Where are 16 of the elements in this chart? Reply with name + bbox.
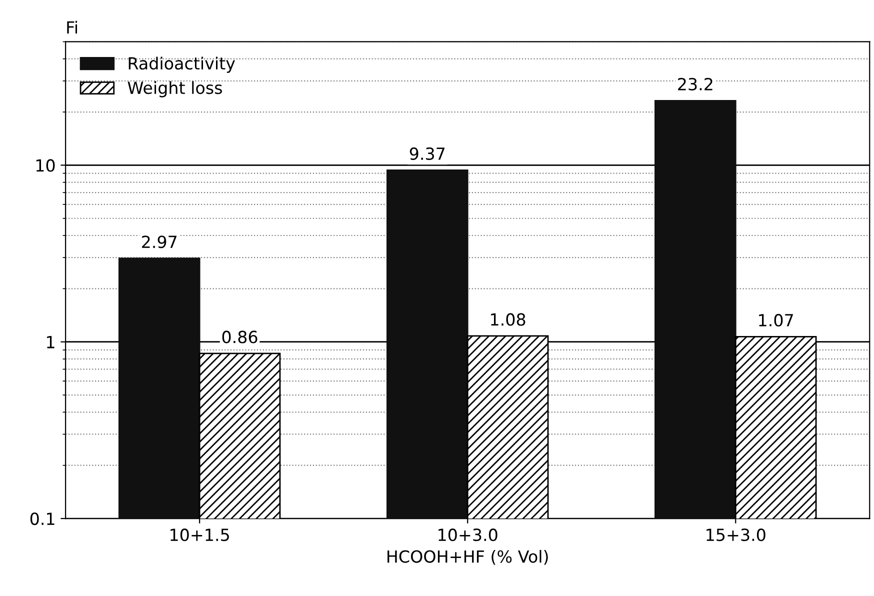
- data-label: 0.86: [222, 330, 258, 344]
- data-label: 1.07: [759, 314, 793, 326]
- data-label: 1.08: [491, 313, 526, 326]
- y-axis-title: Fi: [67, 20, 77, 34]
- legend-label: Radioactivity: [128, 56, 235, 73]
- y-tick-label: 1: [47, 336, 54, 348]
- data-label: 23.2: [678, 78, 712, 90]
- x-tick-label: 10+1.5: [170, 528, 229, 542]
- y-tick-label: 0.1: [30, 512, 54, 526]
- x-tick-label: 15+3.0: [706, 528, 766, 542]
- x-axis-title: HCOOH+HF (% Vol): [388, 550, 548, 565]
- legend-label: Weight loss: [128, 81, 222, 98]
- data-label: 9.37: [410, 147, 445, 160]
- data-label: 2.97: [142, 236, 176, 248]
- y-tick-label: 10: [36, 159, 55, 172]
- x-tick-label: 10+3.0: [438, 528, 498, 542]
